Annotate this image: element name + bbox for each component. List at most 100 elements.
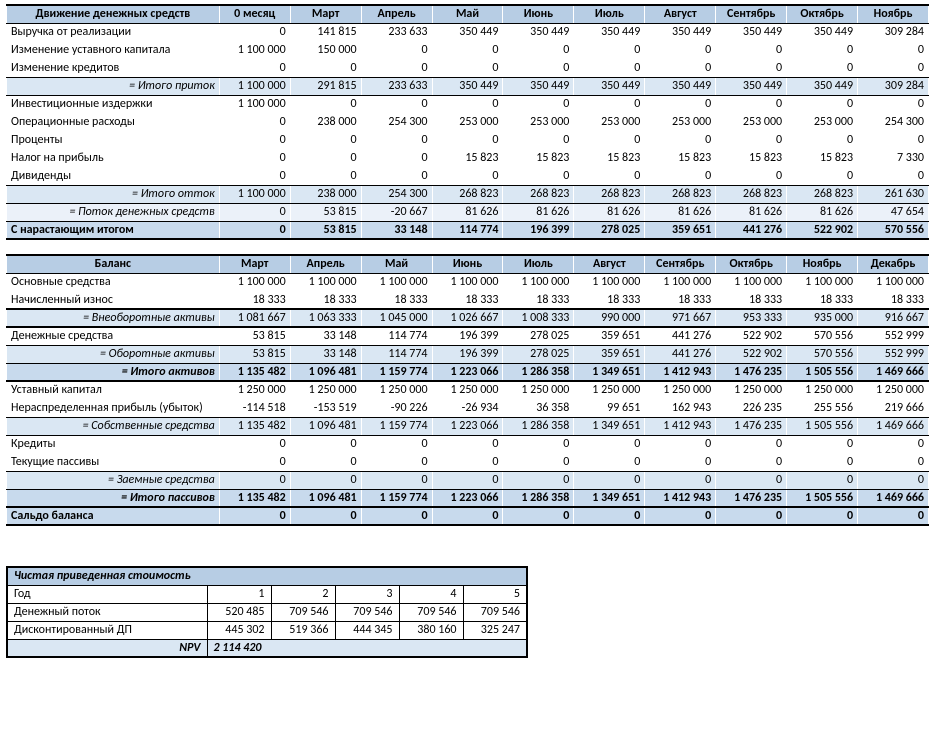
cell: 990 000 xyxy=(574,309,645,327)
cell: 971 667 xyxy=(645,309,716,327)
cell: 15 823 xyxy=(574,149,645,167)
cell: 53 815 xyxy=(290,221,361,239)
row-label: = Итого пассивов xyxy=(7,489,220,507)
cell: 0 xyxy=(219,203,290,221)
cell: 0 xyxy=(290,59,361,77)
cell: 0 xyxy=(858,435,929,453)
balance-month-header: Сентябрь xyxy=(645,255,716,273)
cell: 570 556 xyxy=(787,327,858,345)
cell: 0 xyxy=(219,167,290,185)
cell: 1 286 358 xyxy=(503,417,574,435)
cell: 0 xyxy=(361,471,432,489)
cell: 18 333 xyxy=(290,291,361,309)
row-label: Изменение уставного капитала xyxy=(7,41,220,59)
balance-month-header: Декабрь xyxy=(858,255,929,273)
cell: 18 333 xyxy=(432,291,503,309)
cell: 0 xyxy=(361,507,432,525)
cell: 0 xyxy=(787,435,858,453)
cell: 150 000 xyxy=(290,41,361,59)
cell: 1 349 651 xyxy=(574,489,645,507)
npv-value: 2 114 420 xyxy=(207,639,527,657)
cashflow-month-header: Август xyxy=(645,5,716,23)
cell: 1 412 943 xyxy=(645,489,716,507)
cell: 350 449 xyxy=(503,77,574,95)
balance-row: Текущие пассивы0000000000 xyxy=(7,453,929,471)
row-label: Сальдо баланса xyxy=(7,507,220,525)
cell: 99 651 xyxy=(574,399,645,417)
cell: 0 xyxy=(361,149,432,167)
cell: 325 247 xyxy=(463,621,527,639)
cell: 309 284 xyxy=(858,23,929,41)
row-label: С нарастающим итогом xyxy=(7,221,220,239)
cell: 1 469 666 xyxy=(858,363,929,381)
cell: 0 xyxy=(787,471,858,489)
cell: 0 xyxy=(219,149,290,167)
spacer xyxy=(6,240,929,254)
row-label: = Итого отток xyxy=(7,185,220,203)
cell: 441 276 xyxy=(645,327,716,345)
cell: 570 556 xyxy=(787,345,858,363)
cell: 219 666 xyxy=(858,399,929,417)
cell: 0 xyxy=(503,167,574,185)
cell: 0 xyxy=(574,435,645,453)
cashflow-month-header: Сентябрь xyxy=(716,5,787,23)
cell: 1 081 667 xyxy=(219,309,290,327)
cell: 0 xyxy=(716,41,787,59)
cell: 1 100 000 xyxy=(432,273,503,291)
cell: 0 xyxy=(361,453,432,471)
cell: 18 333 xyxy=(645,291,716,309)
cell: 1 096 481 xyxy=(290,417,361,435)
cashflow-row: Изменение кредитов0000000000 xyxy=(7,59,929,77)
cell: 350 449 xyxy=(645,77,716,95)
balance-month-header: Июнь xyxy=(432,255,503,273)
cell: 114 774 xyxy=(361,345,432,363)
cell: 18 333 xyxy=(574,291,645,309)
cell: 0 xyxy=(361,167,432,185)
cashflow-row: Проценты0000000000 xyxy=(7,131,929,149)
cell: 0 xyxy=(858,167,929,185)
balance-row: Денежные средства53 81533 148114 774196 … xyxy=(7,327,929,345)
cell: 0 xyxy=(219,59,290,77)
cell: 81 626 xyxy=(432,203,503,221)
row-label: = Поток денежных средств xyxy=(7,203,220,221)
cell: 0 xyxy=(716,471,787,489)
row-label: Дивиденды xyxy=(7,167,220,185)
cell: 18 333 xyxy=(858,291,929,309)
cashflow-row: Налог на прибыль00015 82315 82315 82315 … xyxy=(7,149,929,167)
cashflow-row: Изменение уставного капитала1 100 000150… xyxy=(7,41,929,59)
cashflow-row: С нарастающим итогом053 81533 148114 774… xyxy=(7,221,929,239)
cell: 0 xyxy=(290,167,361,185)
cell: 0 xyxy=(219,471,290,489)
cell: 36 358 xyxy=(503,399,574,417)
cell: 0 xyxy=(361,41,432,59)
balance-row: = Итого активов1 135 4821 096 4811 159 7… xyxy=(7,363,929,381)
cell: 18 333 xyxy=(219,291,290,309)
cashflow-month-header: Июль xyxy=(574,5,645,23)
cashflow-row: = Поток денежных средств053 815-20 66781… xyxy=(7,203,929,221)
spacer xyxy=(6,526,929,566)
cashflow-row: Инвестиционные издержки1 100 00000000000… xyxy=(7,95,929,113)
cell: 0 xyxy=(787,507,858,525)
row-label: Уставный капитал xyxy=(7,381,220,399)
cell: 0 xyxy=(432,453,503,471)
npv-year: 2 xyxy=(271,585,335,603)
cell: 254 300 xyxy=(858,113,929,131)
cell: 53 815 xyxy=(219,345,290,363)
cell: 1 476 235 xyxy=(716,417,787,435)
cell: 1 250 000 xyxy=(290,381,361,399)
cashflow-month-header: Май xyxy=(432,5,503,23)
cell: 0 xyxy=(290,149,361,167)
row-label: = Заемные средства xyxy=(7,471,220,489)
cell: -20 667 xyxy=(361,203,432,221)
row-label: = Внеоборотные активы xyxy=(7,309,220,327)
cell: 15 823 xyxy=(503,149,574,167)
cell: 114 774 xyxy=(432,221,503,239)
spreadsheet-sheet: { "colors": { "header_fill": "#b7cde4", … xyxy=(0,0,935,678)
cell: 359 651 xyxy=(574,345,645,363)
cell: 0 xyxy=(645,453,716,471)
cell: 0 xyxy=(219,23,290,41)
cell: 291 815 xyxy=(290,77,361,95)
balance-row: Кредиты0000000000 xyxy=(7,435,929,453)
cell: 1 476 235 xyxy=(716,489,787,507)
cell: 0 xyxy=(503,131,574,149)
